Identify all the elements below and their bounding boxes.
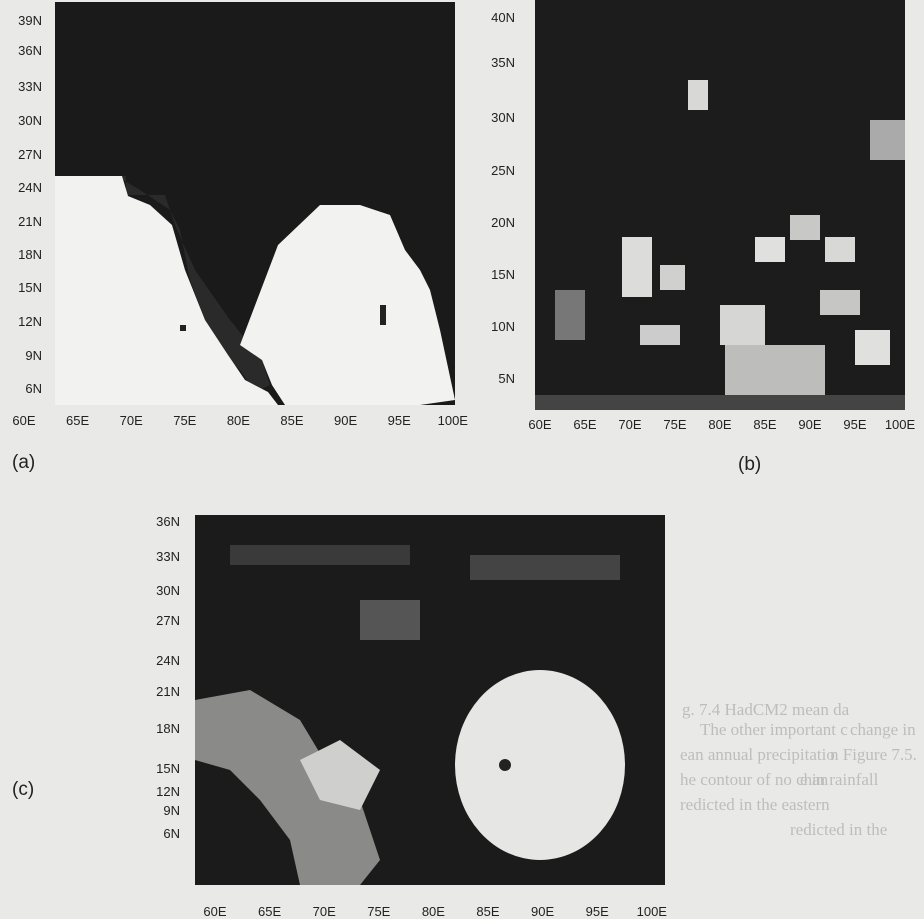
y-tick-label: 21N	[156, 685, 180, 698]
x-tick-label: 85E	[280, 414, 303, 427]
x-tick-label: 100E	[438, 414, 468, 427]
y-tick-label: 9N	[163, 804, 180, 817]
y-tick-label: 10N	[491, 320, 515, 333]
y-tick-label: 25N	[491, 164, 515, 177]
x-tick-label: 95E	[843, 418, 866, 431]
x-tick-label: 65E	[258, 905, 281, 918]
show-through-text: ean annual precipitatio	[680, 745, 835, 765]
show-through-text: e in rainfall	[800, 770, 878, 790]
y-tick-label: 20N	[491, 216, 515, 229]
y-tick-label: 30N	[156, 584, 180, 597]
x-tick-label: 80E	[422, 905, 445, 918]
map-a	[55, 2, 455, 405]
x-tick-label: 90E	[798, 418, 821, 431]
x-tick-label: 80E	[227, 414, 250, 427]
show-through-text: redicted in the	[790, 820, 887, 840]
y-tick-label: 36N	[18, 44, 42, 57]
panel-label: (b)	[738, 455, 761, 474]
y-tick-label: 33N	[156, 550, 180, 563]
y-tick-label: 30N	[491, 111, 515, 124]
x-tick-label: 75E	[367, 905, 390, 918]
y-tick-label: 33N	[18, 80, 42, 93]
x-tick-label: 70E	[313, 905, 336, 918]
y-tick-label: 6N	[163, 827, 180, 840]
y-tick-label: 6N	[25, 382, 42, 395]
x-tick-label: 95E	[388, 414, 411, 427]
show-through-caption: g. 7.4 HadCM2 mean da	[682, 700, 849, 720]
x-tick-label: 60E	[528, 418, 551, 431]
map-c	[195, 515, 665, 885]
x-tick-label: 60E	[203, 905, 226, 918]
x-tick-label: 70E	[120, 414, 143, 427]
map-b	[535, 0, 905, 410]
y-tick-label: 15N	[156, 762, 180, 775]
x-tick-label: 90E	[334, 414, 357, 427]
panel-label: (c)	[12, 780, 34, 799]
show-through-text: The other important c	[700, 720, 848, 740]
y-tick-label: 15N	[18, 281, 42, 294]
x-tick-label: 80E	[708, 418, 731, 431]
x-tick-label: 100E	[637, 905, 667, 918]
y-tick-label: 30N	[18, 114, 42, 127]
show-through-text: n Figure 7.5.	[830, 745, 917, 765]
x-tick-label: 75E	[663, 418, 686, 431]
y-tick-label: 12N	[18, 315, 42, 328]
y-tick-label: 9N	[25, 349, 42, 362]
y-tick-label: 35N	[491, 56, 515, 69]
y-tick-label: 21N	[18, 215, 42, 228]
y-tick-label: 5N	[498, 372, 515, 385]
y-tick-label: 15N	[491, 268, 515, 281]
x-tick-label: 60E	[12, 414, 35, 427]
x-tick-label: 75E	[173, 414, 196, 427]
y-tick-label: 12N	[156, 785, 180, 798]
panel-label: (a)	[12, 453, 35, 472]
x-tick-label: 65E	[573, 418, 596, 431]
y-tick-label: 18N	[18, 248, 42, 261]
y-tick-label: 24N	[156, 654, 180, 667]
y-tick-label: 24N	[18, 181, 42, 194]
show-through-text: change in	[850, 720, 916, 740]
x-tick-label: 65E	[66, 414, 89, 427]
x-tick-label: 100E	[885, 418, 915, 431]
y-tick-label: 18N	[156, 722, 180, 735]
y-tick-label: 36N	[156, 515, 180, 528]
x-tick-label: 70E	[618, 418, 641, 431]
show-through-text: redicted in the eastern	[680, 795, 830, 815]
page: 39N 36N 33N 30N 27N 24N 21N 18N 15N 12N 9N 6N 60E 65E…	[0, 0, 924, 919]
x-tick-label: 85E	[476, 905, 499, 918]
y-tick-label: 40N	[491, 11, 515, 24]
y-tick-label: 39N	[18, 14, 42, 27]
y-tick-label: 27N	[18, 148, 42, 161]
x-tick-label: 90E	[531, 905, 554, 918]
x-tick-label: 85E	[753, 418, 776, 431]
y-tick-label: 27N	[156, 614, 180, 627]
x-tick-label: 95E	[586, 905, 609, 918]
